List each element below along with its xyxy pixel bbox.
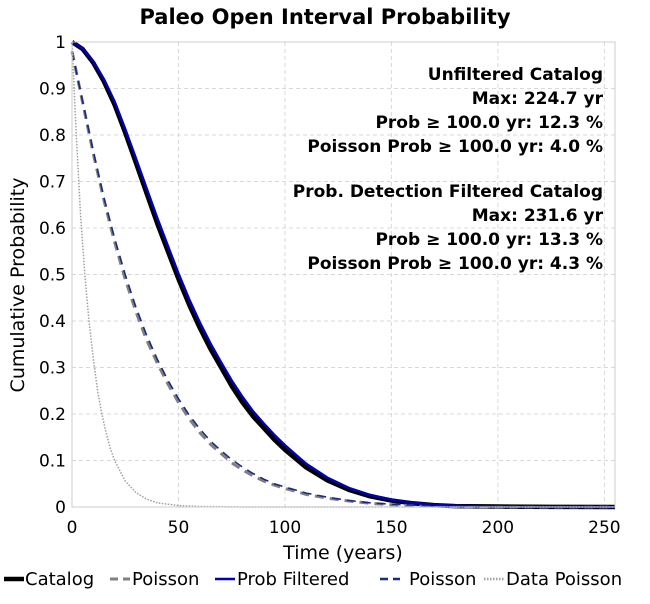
annotation-filtered-line: Poisson Prob ≥ 100.0 yr: 4.3 % — [307, 254, 603, 274]
y-tick-label: 0.6 — [39, 219, 66, 239]
y-tick-label: 0.8 — [39, 126, 66, 146]
chart-title: Paleo Open Interval Probability — [139, 5, 510, 29]
y-tick-label: 0 — [55, 498, 66, 518]
legend-label-3: Poisson — [409, 569, 476, 590]
x-tick-label: 150 — [375, 518, 407, 538]
annotation-unfiltered-line: Prob ≥ 100.0 yr: 12.3 % — [375, 113, 603, 133]
y-tick-label: 0.9 — [39, 80, 66, 100]
x-tick-label: 50 — [168, 518, 190, 538]
legend-label-1: Poisson — [132, 569, 199, 590]
y-axis-label: Cumulative Probability — [7, 178, 29, 393]
legend-label-0: Catalog — [25, 569, 94, 590]
x-tick-label: 100 — [269, 518, 301, 538]
y-tick-label: 0.5 — [39, 266, 66, 286]
annotation-filtered-line: Prob ≥ 100.0 yr: 13.3 % — [375, 230, 603, 250]
stats-annotation: Unfiltered Catalog Max: 224.7 yr Prob ≥ 10… — [293, 65, 604, 274]
x-axis-label: Time (years) — [282, 542, 403, 564]
x-tick-label: 0 — [67, 518, 78, 538]
y-tick-label: 1 — [55, 33, 66, 53]
annotation-filtered-line: Max: 231.6 yr — [472, 206, 604, 226]
series-line-3 — [71, 51, 615, 508]
annotation-unfiltered-line: Unfiltered Catalog — [428, 65, 603, 85]
y-tick-label: 0.1 — [39, 452, 66, 472]
y-tick-label: 0.7 — [39, 173, 66, 193]
annotation-unfiltered-line: Poisson Prob ≥ 100.0 yr: 4.0 % — [307, 137, 603, 157]
legend-label-4: Data Poisson — [506, 569, 622, 590]
y-tick-label: 0.4 — [39, 312, 66, 332]
plot-border — [71, 41, 616, 508]
annotation-unfiltered-line: Max: 224.7 yr — [472, 89, 604, 109]
y-tick-label: 0.2 — [39, 405, 66, 425]
series-line-4 — [71, 41, 615, 508]
x-tick-label: 250 — [588, 518, 620, 538]
series-line-2 — [71, 40, 616, 509]
series-layer — [70, 40, 616, 510]
legend-label-2: Prob Filtered — [237, 569, 349, 590]
x-tick-label: 200 — [482, 518, 514, 538]
y-tick-label: 0.3 — [39, 359, 66, 379]
annotation-filtered-line: Prob. Detection Filtered Catalog — [293, 182, 603, 202]
plot-area — [72, 42, 615, 507]
legend: Catalog Poisson Prob Filtered Poisson Data P… — [4, 569, 622, 590]
tick-labels: 0 50 100 150 200 250 0 0.1 0.2 0.3 0.4 0.5 0.6 0.7 0.8… — [39, 33, 621, 538]
